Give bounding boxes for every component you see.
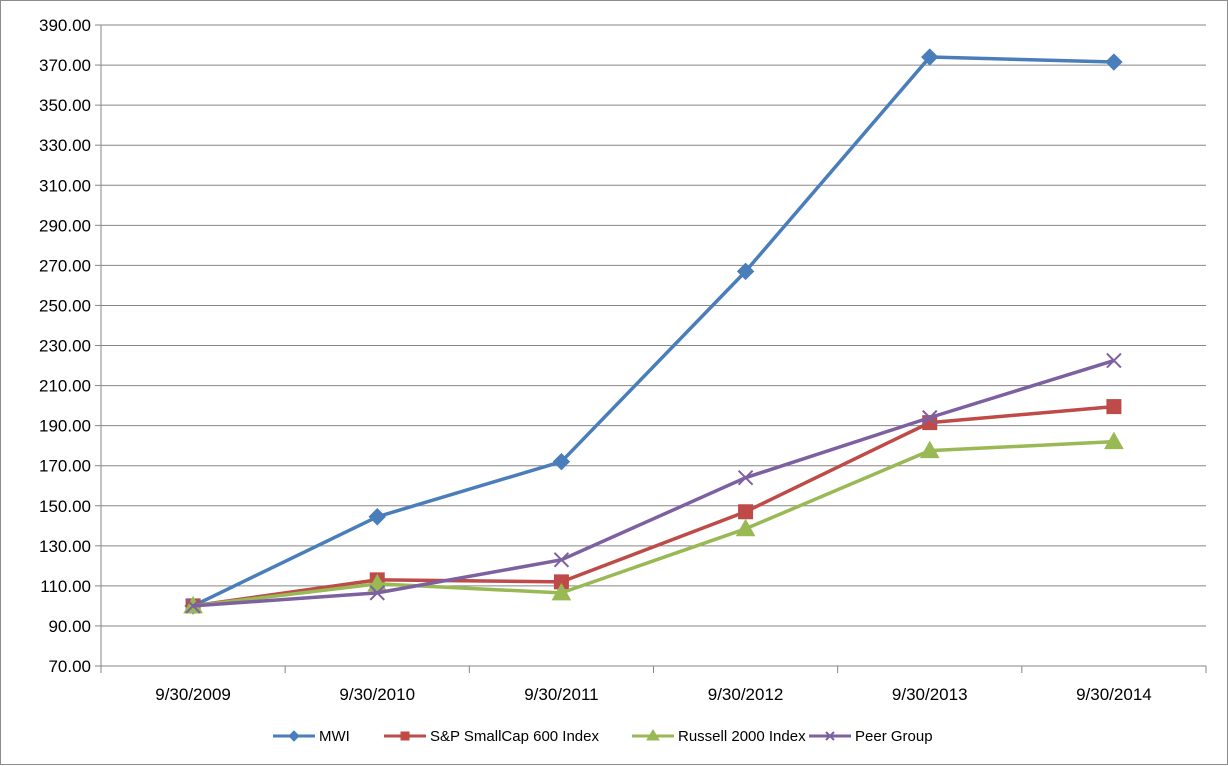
series-russell-2000-index xyxy=(183,431,1124,614)
data-point-diamond xyxy=(552,452,571,471)
data-point-triangle xyxy=(735,518,756,537)
y-tick-label: 110.00 xyxy=(40,577,91,596)
y-tick-label: 190.00 xyxy=(39,417,91,436)
legend: MWI S&P SmallCap 600 Index Russell 2000 In… xyxy=(273,728,933,745)
series-s-p-smallcap-600-index xyxy=(185,399,1122,614)
series-line xyxy=(192,439,1115,608)
legend-item: S&P SmallCap 600 Index xyxy=(384,728,599,745)
x-tick-label: 9/30/2012 xyxy=(708,685,784,704)
y-tick-label: 70.00 xyxy=(48,657,91,676)
y-tick-label: 330.00 xyxy=(39,136,91,155)
data-point-x xyxy=(737,469,754,486)
data-point-diamond xyxy=(736,262,755,281)
data-point-diamond xyxy=(921,48,939,66)
legend-label: Peer Group xyxy=(855,728,933,745)
data-point-square xyxy=(1106,399,1122,415)
y-tick-label: 290.00 xyxy=(39,216,91,235)
data-point-diamond xyxy=(368,508,386,526)
y-tick-label: 310.00 xyxy=(39,176,91,195)
data-point-triangle xyxy=(646,729,660,741)
data-point-diamond xyxy=(1105,53,1123,71)
x-tick-label: 9/30/2011 xyxy=(524,685,598,704)
y-tick-label: 90.00 xyxy=(48,617,91,636)
legend-item: MWI xyxy=(273,728,350,745)
data-point-x xyxy=(825,731,835,741)
y-tick-label: 350.00 xyxy=(39,96,91,115)
series-lines xyxy=(183,48,1124,615)
data-point-diamond xyxy=(288,730,300,742)
x-tick-label: 9/30/2014 xyxy=(1076,685,1152,704)
legend-label: S&P SmallCap 600 Index xyxy=(430,728,599,745)
data-point-x xyxy=(922,409,938,426)
data-point-x xyxy=(553,552,570,568)
data-point-triangle xyxy=(919,440,940,459)
x-tick-label: 9/30/2010 xyxy=(339,685,415,704)
data-point-square xyxy=(738,504,754,520)
data-point-triangle xyxy=(551,582,572,601)
legend-label: Russell 2000 Index xyxy=(678,728,806,745)
series-mwi xyxy=(184,48,1123,615)
legend-item: Peer Group xyxy=(809,728,933,745)
series-line xyxy=(192,358,1115,608)
series-line xyxy=(192,55,1114,608)
y-tick-label: 130.00 xyxy=(39,537,91,556)
y-tick-label: 390.00 xyxy=(39,16,91,35)
y-tick-label: 170.00 xyxy=(39,457,91,476)
x-tick-label: 9/30/2009 xyxy=(155,685,231,704)
data-point-x xyxy=(185,598,201,614)
y-tick-label: 210.00 xyxy=(39,377,91,396)
gridlines xyxy=(101,24,1206,627)
series-peer-group xyxy=(185,352,1122,614)
y-tick-label: 370.00 xyxy=(39,56,91,75)
legend-label: MWI xyxy=(319,728,350,745)
data-point-x xyxy=(1106,352,1122,369)
data-point-triangle xyxy=(1104,431,1124,450)
axes: 70.00 90.00 110.00 130.00 150.00 170.00 190.00… xyxy=(39,16,1207,704)
x-tick-label: 9/30/2013 xyxy=(892,685,968,704)
data-point-x xyxy=(369,585,385,601)
y-tick-label: 270.00 xyxy=(39,256,91,275)
series-line xyxy=(192,404,1115,608)
y-tick-label: 150.00 xyxy=(39,497,91,516)
legend-item: Russell 2000 Index xyxy=(632,728,806,745)
data-point-triangle xyxy=(367,573,388,592)
data-point-square xyxy=(400,731,410,741)
y-tick-label: 250.00 xyxy=(39,296,91,315)
y-tick-label: 230.00 xyxy=(39,337,91,356)
